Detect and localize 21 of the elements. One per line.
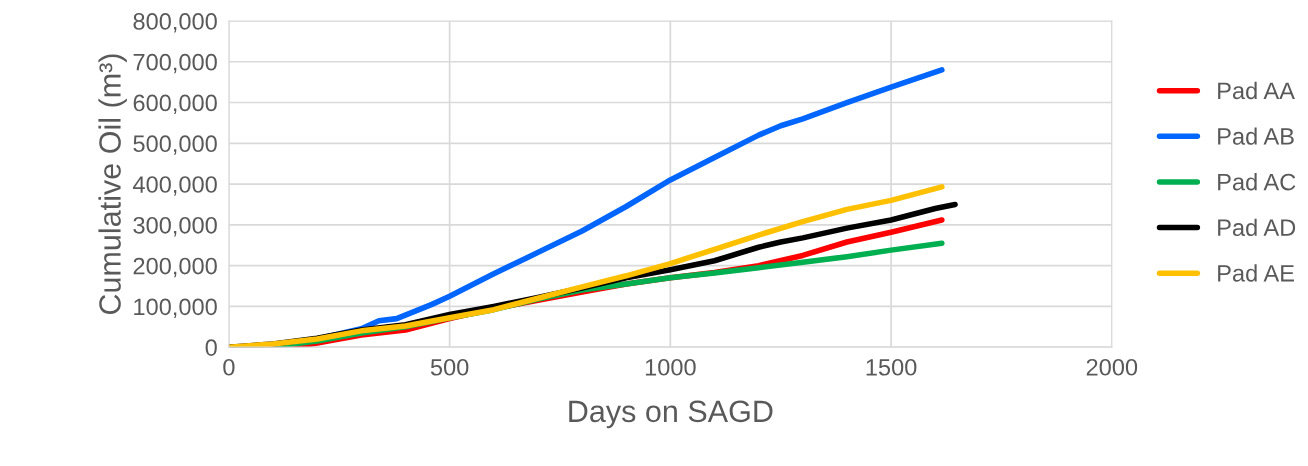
x-tick-label: 1500 [866,358,917,376]
y-tick-label: 200,000 [133,257,217,278]
y-tick-label: 400,000 [132,176,217,196]
y-axis-title: Cumulative Oil (m³) [98,54,127,315]
y-tick-label: 800,000 [133,13,217,33]
legend-label: Pad AC [1218,173,1296,191]
x-axis-title: Days on SAGD [569,400,773,429]
x-tick-label: 0 [223,358,235,376]
x-tick-label: 1000 [645,358,696,376]
legend-label: Pad AB [1218,127,1294,145]
y-tick-label: 500,000 [133,135,217,155]
x-tick-label: 500 [430,358,469,376]
legend-label: Pad AE [1218,264,1294,282]
y-tick-label: 100,000 [134,298,217,318]
y-tick-label: 600,000 [133,94,217,115]
legend-label: Pad AA [1218,81,1295,100]
x-tick-label: 2000 [1086,358,1138,376]
y-tick-label: 300,000 [133,216,217,237]
y-tick-label: 0 [205,339,217,356]
legend-label: Pad AD [1218,218,1296,237]
y-tick-label: 700,000 [133,53,217,74]
